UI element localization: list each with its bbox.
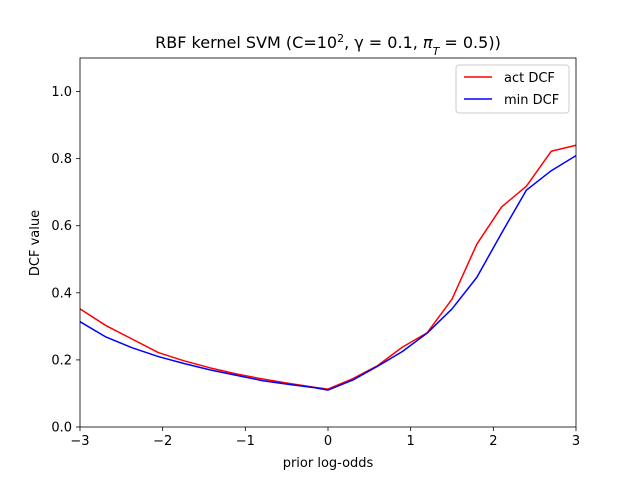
x-tick-label: 2 xyxy=(489,434,497,449)
x-tick-label: −1 xyxy=(236,434,255,449)
x-tick-label: −3 xyxy=(70,434,89,449)
x-tick-label: −2 xyxy=(153,434,172,449)
plot-layer: −3 −2 −1 0 1 2 3 0.0 0.2 0.4 0.6 0.8 1.0 act DCF min D… xyxy=(51,57,580,449)
x-tick-label: 3 xyxy=(572,434,580,449)
y-axis-label: DCF value xyxy=(28,210,43,276)
legend: act DCF min DCF xyxy=(455,64,570,114)
y-tick-label: 1.0 xyxy=(51,85,72,100)
series-line-min-dcf xyxy=(79,154,577,391)
series-line-act-dcf xyxy=(79,144,577,390)
legend-label-min-dcf: min DCF xyxy=(504,93,559,108)
x-tick-label: 0 xyxy=(324,434,332,449)
chart-title: RBF kernel SVM (C=102, γ = 0.1, πT = 0.5… xyxy=(155,32,501,58)
y-tick-label: 0.6 xyxy=(51,219,72,234)
y-tick-label: 0.2 xyxy=(51,353,72,368)
y-tick-label: 0.8 xyxy=(51,152,72,167)
x-axis-label: prior log-odds xyxy=(283,456,374,471)
x-tick-label: 1 xyxy=(407,434,415,449)
legend-label-act-dcf: act DCF xyxy=(504,71,555,86)
y-tick-label: 0.4 xyxy=(51,286,72,301)
y-tick-label: 0.0 xyxy=(51,421,72,436)
